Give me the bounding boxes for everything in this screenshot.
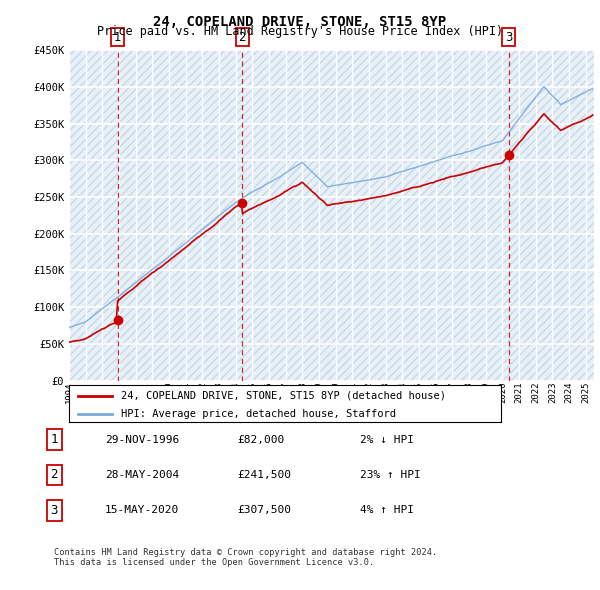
Text: £307,500: £307,500	[237, 506, 291, 515]
Text: Contains HM Land Registry data © Crown copyright and database right 2024.
This d: Contains HM Land Registry data © Crown c…	[54, 548, 437, 567]
Text: 15-MAY-2020: 15-MAY-2020	[105, 506, 179, 515]
Text: 29-NOV-1996: 29-NOV-1996	[105, 435, 179, 444]
Text: 28-MAY-2004: 28-MAY-2004	[105, 470, 179, 480]
Text: 3: 3	[505, 31, 512, 44]
Text: 1: 1	[114, 31, 121, 44]
Text: 2: 2	[50, 468, 58, 481]
Text: 24, COPELAND DRIVE, STONE, ST15 8YP (detached house): 24, COPELAND DRIVE, STONE, ST15 8YP (det…	[121, 391, 446, 401]
Text: 3: 3	[50, 504, 58, 517]
Text: 2% ↓ HPI: 2% ↓ HPI	[360, 435, 414, 444]
Text: 24, COPELAND DRIVE, STONE, ST15 8YP: 24, COPELAND DRIVE, STONE, ST15 8YP	[154, 15, 446, 29]
Text: £82,000: £82,000	[237, 435, 284, 444]
Text: 1: 1	[50, 433, 58, 446]
Text: Price paid vs. HM Land Registry's House Price Index (HPI): Price paid vs. HM Land Registry's House …	[97, 25, 503, 38]
Text: HPI: Average price, detached house, Stafford: HPI: Average price, detached house, Staf…	[121, 409, 396, 419]
Text: £241,500: £241,500	[237, 470, 291, 480]
Text: 23% ↑ HPI: 23% ↑ HPI	[360, 470, 421, 480]
Text: 4% ↑ HPI: 4% ↑ HPI	[360, 506, 414, 515]
Text: 2: 2	[239, 31, 246, 44]
